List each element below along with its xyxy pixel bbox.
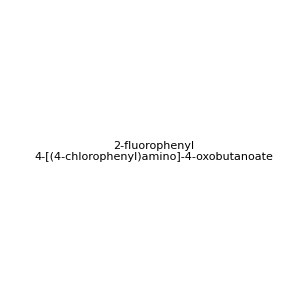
Text: 2-fluorophenyl 4-[(4-chlorophenyl)amino]-4-oxobutanoate: 2-fluorophenyl 4-[(4-chlorophenyl)amino]… xyxy=(34,141,273,162)
